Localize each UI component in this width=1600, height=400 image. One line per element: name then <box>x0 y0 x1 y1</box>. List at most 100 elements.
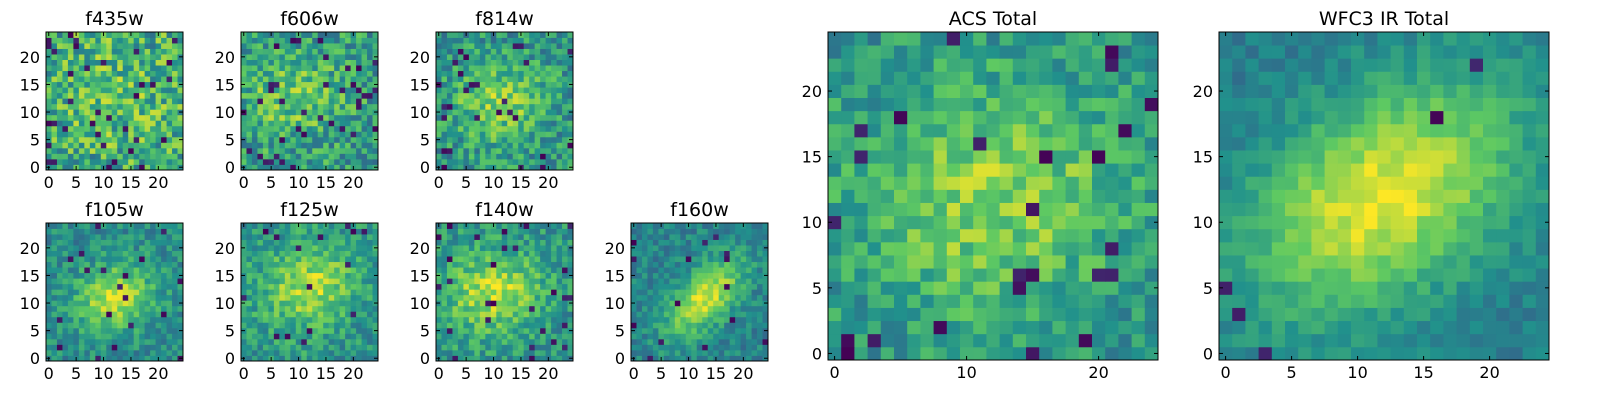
heatmap-cell <box>257 48 264 55</box>
heatmap-cell <box>457 125 464 132</box>
heatmap-cell <box>729 294 736 301</box>
heatmap-cell <box>512 136 519 143</box>
heatmap-cell <box>361 245 368 251</box>
heatmap-cell <box>67 70 74 77</box>
heatmap-cell <box>161 316 167 323</box>
heatmap-cell <box>441 355 448 362</box>
heatmap-cell <box>345 355 351 362</box>
heatmap-cell <box>529 305 536 312</box>
heatmap-cell <box>73 300 80 307</box>
heatmap-cell <box>685 289 692 296</box>
heatmap-cell <box>468 48 475 55</box>
heatmap-cell <box>828 307 842 322</box>
heatmap-cell <box>177 311 184 318</box>
heatmap-cell <box>345 120 351 127</box>
heatmap-cell <box>485 239 492 246</box>
heatmap-cell <box>177 278 184 285</box>
heatmap-cell <box>345 87 351 94</box>
heatmap-cell <box>696 250 703 257</box>
heatmap-cell <box>133 239 140 246</box>
heatmap-cell <box>707 228 714 235</box>
heatmap-cell <box>350 147 357 154</box>
heatmap-cell <box>62 289 69 296</box>
heatmap-cell <box>295 234 302 240</box>
heatmap-cell <box>751 338 758 345</box>
heatmap-cell <box>117 316 124 323</box>
heatmap-cell <box>1039 163 1053 177</box>
heatmap-cell <box>312 92 319 99</box>
heatmap-cell <box>551 131 557 138</box>
heatmap-cell <box>529 158 536 165</box>
heatmap-cell <box>702 311 709 318</box>
heatmap-cell <box>367 278 373 285</box>
heatmap-cell <box>999 255 1014 269</box>
heatmap-cell <box>246 223 253 229</box>
heatmap-cell <box>295 76 302 83</box>
heatmap-cell <box>328 333 335 340</box>
heatmap-cell <box>62 267 69 274</box>
heatmap-cell <box>540 54 546 60</box>
heatmap-cell <box>251 305 258 312</box>
heatmap-cell <box>496 87 503 94</box>
heatmap-cell <box>345 289 351 296</box>
heatmap-cell <box>463 267 470 274</box>
heatmap-cell <box>946 268 961 282</box>
y-tick-label: 5 <box>615 322 625 341</box>
heatmap-cell <box>273 322 280 329</box>
heatmap-cell <box>463 283 470 290</box>
heatmap-cell <box>707 239 714 246</box>
heatmap-cell <box>128 48 135 55</box>
heatmap-cell <box>268 70 275 77</box>
heatmap-cell <box>523 289 530 296</box>
heatmap-cell <box>372 228 379 235</box>
heatmap-cell <box>111 125 118 132</box>
heatmap-cell <box>317 300 324 307</box>
heatmap-cell <box>986 268 1000 282</box>
heatmap-cell <box>67 223 74 229</box>
heatmap-cell <box>317 267 324 274</box>
axes-frame <box>435 31 574 171</box>
heatmap-cell <box>452 164 459 171</box>
heatmap-cell <box>441 158 448 165</box>
heatmap-cell <box>960 189 974 203</box>
heatmap-cell <box>251 92 258 99</box>
heatmap-cell <box>551 256 557 263</box>
heatmap-cell <box>67 305 74 312</box>
heatmap-cell <box>986 346 1000 361</box>
heatmap-cell <box>507 289 514 296</box>
heatmap-cell <box>122 283 129 290</box>
heatmap-cell <box>290 344 297 351</box>
heatmap-cell <box>367 158 373 165</box>
heatmap-cell <box>631 349 637 356</box>
heatmap-cell <box>117 142 124 149</box>
heatmap-cell <box>841 281 855 295</box>
heatmap-cell <box>490 289 497 296</box>
heatmap-cell <box>367 338 373 345</box>
heatmap-cell <box>89 355 96 362</box>
heatmap-cell <box>507 147 514 154</box>
heatmap-cell <box>441 109 448 116</box>
heatmap-cell <box>880 150 895 164</box>
heatmap-cell <box>111 32 118 38</box>
heatmap-cell <box>317 103 324 110</box>
heatmap-cell <box>262 59 269 66</box>
heatmap-cell <box>512 261 519 268</box>
heatmap-cell <box>367 120 373 127</box>
heatmap-cell <box>562 239 568 246</box>
heatmap-cell <box>317 349 324 356</box>
y-tick-label: 0 <box>30 349 40 368</box>
heatmap-cell <box>117 120 124 127</box>
heatmap-cell <box>166 81 173 88</box>
heatmap-cell <box>463 81 470 88</box>
heatmap-cell <box>740 239 747 246</box>
heatmap-cell <box>100 338 107 345</box>
heatmap-cell <box>751 305 758 312</box>
heatmap-cell <box>372 322 379 329</box>
heatmap-cell <box>133 136 140 143</box>
heatmap-cell <box>246 234 253 240</box>
heatmap-cell <box>246 272 253 279</box>
heatmap-cell <box>647 267 654 274</box>
heatmap-cell <box>713 349 720 356</box>
heatmap-cell <box>339 355 346 362</box>
heatmap-cell <box>46 333 52 340</box>
